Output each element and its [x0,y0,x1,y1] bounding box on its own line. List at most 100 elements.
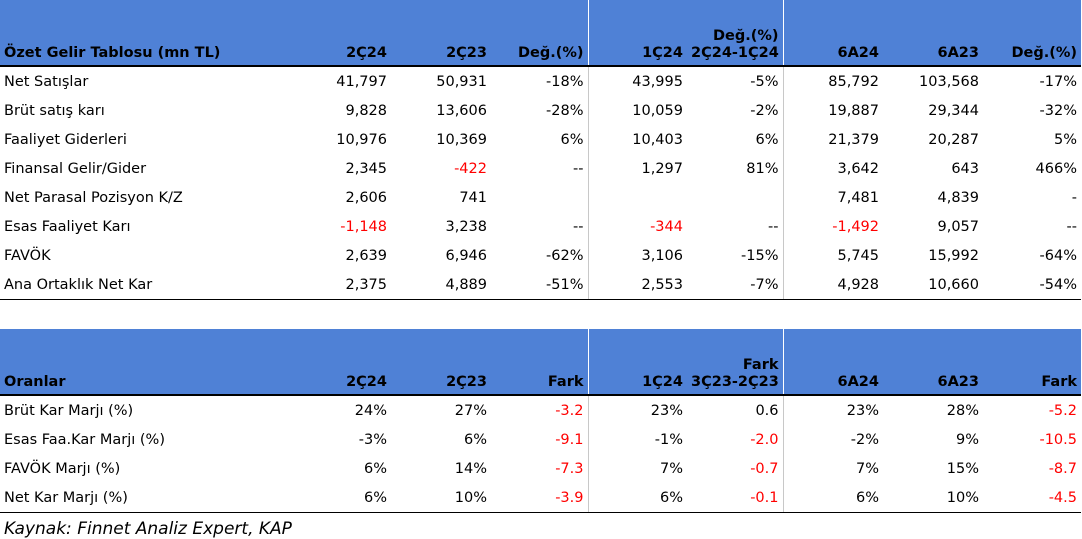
cell-value: 6% [587,483,687,513]
cell-value: 6% [560,131,584,148]
ratio-col-header-6m23: 6A23 [883,329,983,395]
cell-value: 85,792 [782,66,883,96]
ratio-col-header-1q24: 1Ç24 [587,329,687,395]
income-header-row: Özet Gelir Tablosu (mn TL) 2Ç24 2Ç23 Değ… [0,0,1081,66]
col-header-2q23: 2Ç23 [391,0,491,66]
cell-value: 103,568 [919,73,979,90]
cell-value: -10.5 [1039,431,1077,448]
col-header-change-6m: Değ.(%) [983,0,1081,66]
cell-value: 643 [951,160,979,177]
row-label: Net Kar Marjı (%) [0,483,292,513]
cell-value: 3,106 [587,241,687,270]
cell-value: 0.6 [755,402,779,419]
cell-value: 10% [883,483,983,513]
col-header-change-qoq: Değ.(%) 2Ç24-1Ç24 [687,0,783,66]
cell-value: 43,995 [587,66,687,96]
cell-value: -15% [741,247,779,264]
cell-value: 10,660 [883,270,983,300]
income-row: Net Parasal Pozisyon K/Z 2,606 741 7,481 4,8… [0,183,1081,212]
cell-value: 3,238 [445,218,487,235]
income-title: Özet Gelir Tablosu (mn TL) [0,0,292,66]
income-row: Faaliyet Giderleri 10,976 10,369 6% 10,403 6%… [0,125,1081,154]
col-header-6m23: 6A23 [883,0,983,66]
cell-value: -- [573,160,584,177]
cell-value: -2.0 [750,431,779,448]
row-label: Net Parasal Pozisyon K/Z [4,189,183,206]
cell-value: 6,946 [445,247,487,264]
cell-value: 10% [391,483,491,513]
cell-value: -1,492 [782,212,883,241]
cell-value: 2,375 [292,270,391,300]
cell-value: -54% [983,270,1081,300]
cell-value: 41,797 [336,73,387,90]
cell-value: 21,379 [782,125,883,154]
cell-value: 6% [755,131,779,148]
cell-value: -- [1066,218,1077,235]
cell-value: 4,928 [782,270,883,300]
cell-value: -28% [546,102,584,119]
row-label: Brüt Kar Marjı (%) [4,402,134,419]
cell-value: - [1071,189,1077,206]
row-label: Faaliyet Giderleri [4,131,127,148]
ratio-col-header-diff: Fark [491,329,588,395]
row-label: Ana Ortaklık Net Kar [0,270,292,300]
cell-value: 23% [587,395,687,425]
cell-value: -3% [358,431,387,448]
cell-value: 10,976 [336,131,387,148]
cell-value: 10,059 [587,96,687,125]
col-header-1q24: 1Ç24 [587,0,687,66]
row-label: Net Satışlar [4,73,89,90]
ratio-row: Brüt Kar Marjı (%) 24% 27% -3.2 23% 0.6 23% 28%… [0,395,1081,425]
cell-value: 5% [1053,131,1077,148]
cell-value: 19,887 [782,96,883,125]
cell-value: 14% [454,460,487,477]
cell-value: 2,345 [345,160,387,177]
cell-value: -64% [1039,247,1077,264]
cell-value: 81% [746,160,779,177]
ratio-row: Esas Faa.Kar Marjı (%) -3% 6% -9.1 -1% -2.0 -2… [0,425,1081,454]
cell-value: -0.1 [687,483,783,513]
cell-value: -18% [546,73,584,90]
cell-value: -2% [750,102,779,119]
cell-value: -3.2 [555,402,584,419]
cell-value: 10,403 [587,125,687,154]
income-row: Ana Ortaklık Net Kar 2,375 4,889 -51% 2,553-… [0,270,1081,300]
col-header-6m24: 6A24 [782,0,883,66]
income-row: Finansal Gelir/Gider 2,345 -422 -- 1,297 81% 3… [0,154,1081,183]
cell-value: -4.5 [983,483,1081,513]
income-row: FAVÖK 2,639 6,946 -62% 3,106 -15% 5,745 15,992 -… [0,241,1081,270]
cell-value: -1,148 [340,218,387,235]
ratio-col-header-diff-qoq: Fark 3Ç23-2Ç23 [687,329,783,395]
ratios-header-row: Oranlar 2Ç24 2Ç23 Fark 1Ç24 Fark 3Ç23-2Ç2… [0,329,1081,395]
cell-value: 741 [459,189,487,206]
cell-value [491,183,588,212]
ratio-col-header-6m24: 6A24 [782,329,883,395]
cell-value: -1% [587,425,687,454]
ratio-row: FAVÖK Marjı (%) 6% 14% -7.3 7% -0.7 7% 15% -8.7 [0,454,1081,483]
cell-value: 2,553 [587,270,687,300]
cell-value: 24% [354,402,387,419]
row-label: Brüt satış karı [4,102,105,119]
cell-value: 9,828 [345,102,387,119]
cell-value: 2,606 [345,189,387,206]
cell-value: -62% [546,247,584,264]
row-label: FAVÖK Marjı (%) [4,460,121,477]
cell-value: 6% [363,460,387,477]
row-label: Esas Faa.Kar Marjı (%) [4,431,165,448]
ratios-table: Oranlar 2Ç24 2Ç23 Fark 1Ç24 Fark 3Ç23-2Ç2… [0,329,1081,513]
cell-value: -9.1 [555,431,584,448]
cell-value: 3,642 [782,154,883,183]
income-row: Brüt satış karı 9,828 13,606 -28% 10,059 -2% 1… [0,96,1081,125]
cell-value: -- [573,218,584,235]
cell-value: -- [768,218,779,235]
cell-value: 4,889 [391,270,491,300]
row-label: Finansal Gelir/Gider [4,160,147,177]
cell-value: 13,606 [436,102,487,119]
cell-value: -7% [687,270,783,300]
cell-value: -344 [587,212,687,241]
row-label: Esas Faaliyet Karı [4,218,131,235]
cell-value [687,183,783,212]
cell-value: 15,992 [928,247,979,264]
cell-value: 5,745 [782,241,883,270]
cell-value: 6% [463,431,487,448]
